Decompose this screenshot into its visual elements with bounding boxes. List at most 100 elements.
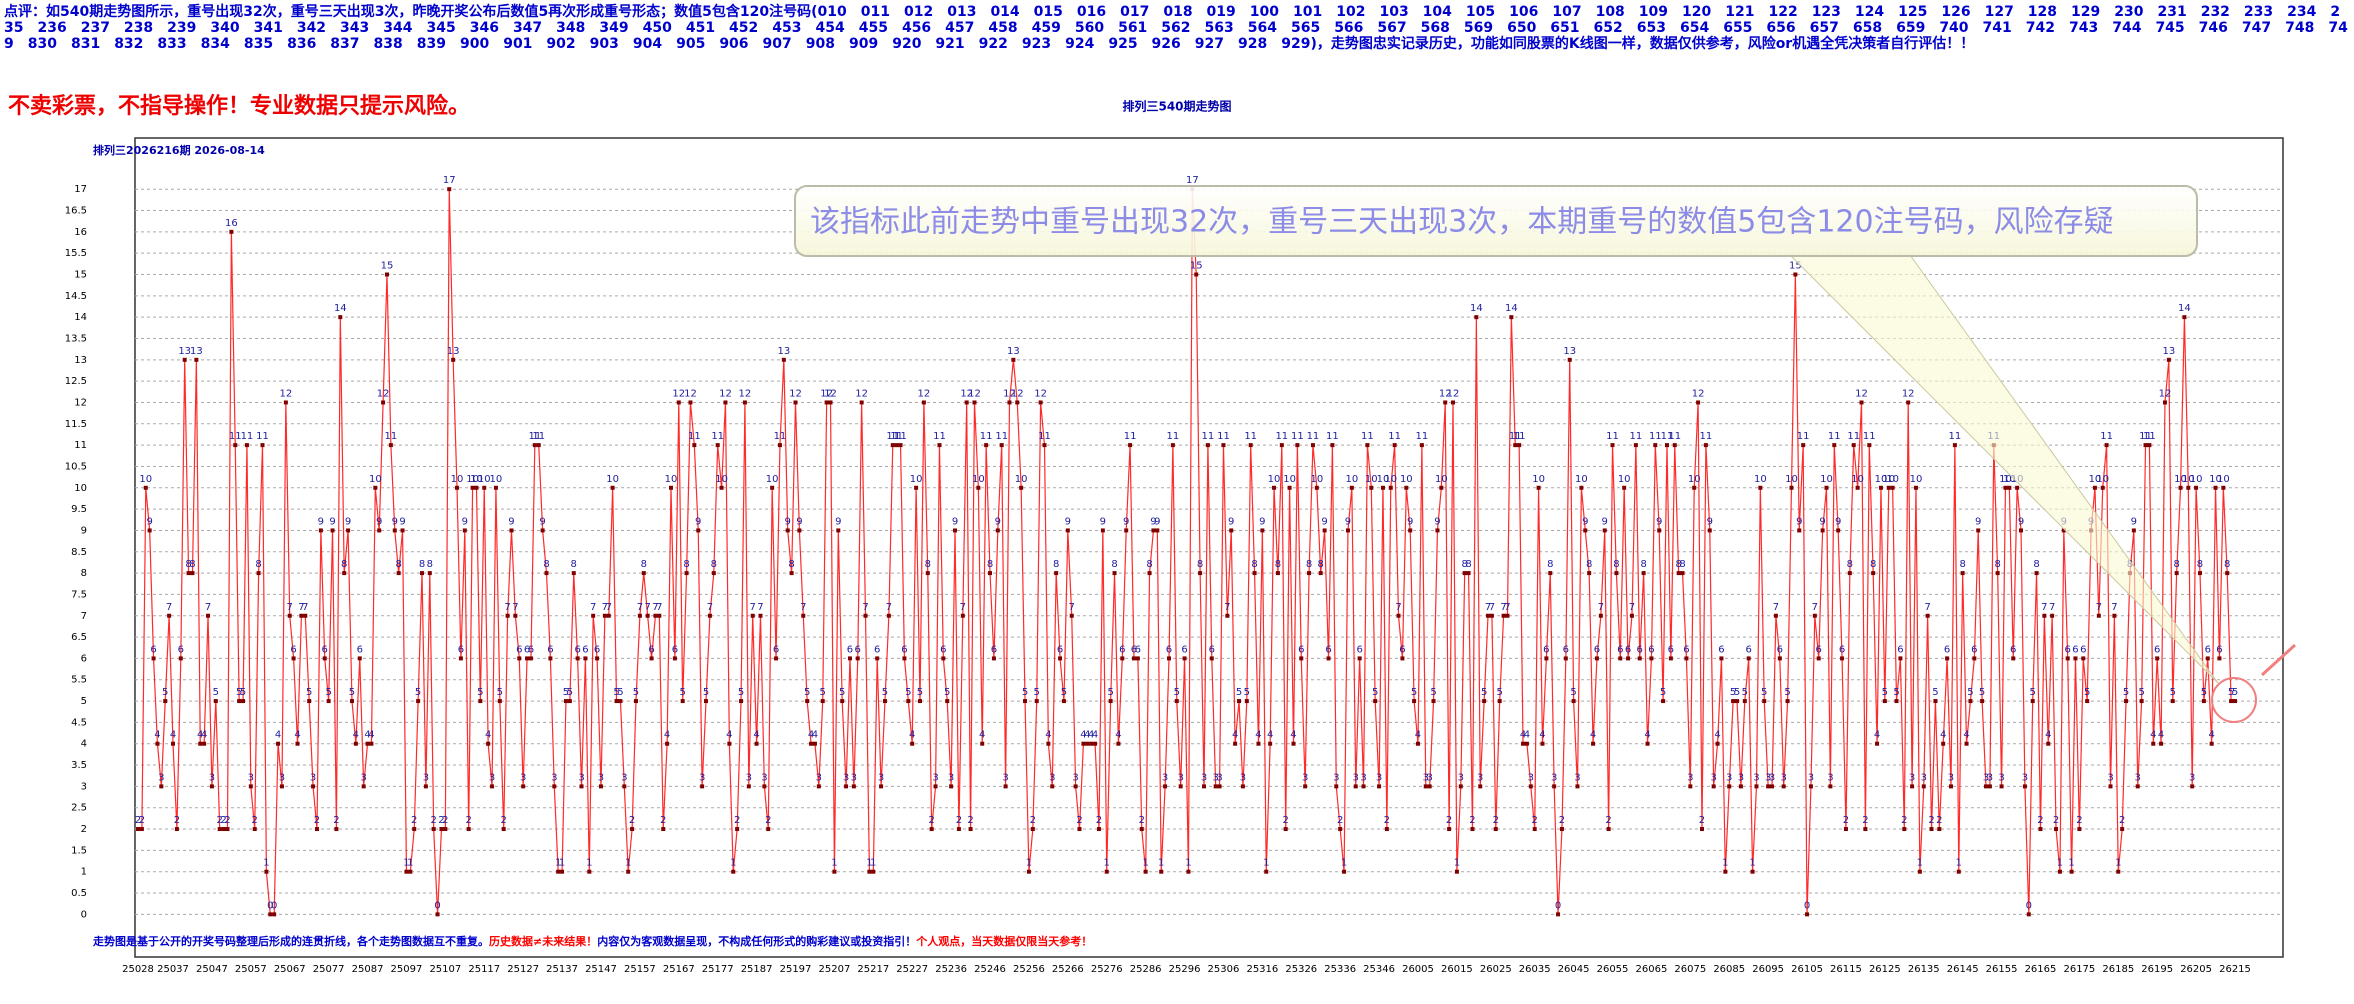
data-point [1120, 656, 1125, 661]
data-point [408, 869, 413, 874]
data-point [1139, 827, 1144, 832]
data-label: 4 [368, 730, 374, 741]
data-label: 5 [497, 687, 503, 698]
data-point [1575, 784, 1580, 789]
data-label: 14 [1505, 303, 1518, 314]
data-point [2178, 485, 2183, 490]
y-tick-label: 12.5 [65, 376, 87, 387]
data-label: 6 [940, 644, 946, 655]
data-label: 10 [1365, 474, 1378, 485]
data-point [1754, 784, 1759, 789]
data-label: 10 [451, 474, 464, 485]
data-label: 6 [1543, 644, 1549, 655]
data-point [2151, 741, 2156, 746]
data-point [353, 741, 358, 746]
data-label: 2 [174, 815, 180, 826]
data-label: 5 [1882, 687, 1888, 698]
data-label: 10 [1999, 474, 2012, 485]
data-label: 7 [886, 602, 892, 613]
data-label: 4 [353, 730, 359, 741]
data-label: 10 [369, 474, 382, 485]
data-point [1528, 784, 1533, 789]
data-label: 6 [1617, 644, 1623, 655]
data-point [991, 656, 996, 661]
data-label: 6 [1944, 644, 1950, 655]
data-point [840, 699, 845, 704]
data-point [2050, 613, 2055, 618]
data-point [229, 229, 234, 234]
data-label: 6 [1745, 644, 1751, 655]
data-point [739, 699, 744, 704]
callout-text: 该指标此前走势中重号出现32次，重号三天出现3次，本期重号的数值5包含120注号… [810, 205, 2114, 240]
data-label: 6 [290, 644, 296, 655]
data-label: 4 [201, 730, 207, 741]
x-tick-label: 25246 [974, 964, 1006, 975]
data-point [1248, 443, 1253, 448]
data-point [171, 741, 176, 746]
data-point [2011, 656, 2016, 661]
data-point [256, 571, 261, 576]
data-point [844, 784, 849, 789]
data-point [1606, 827, 1611, 832]
data-label: 9 [2131, 516, 2137, 527]
data-label: 11 [886, 431, 899, 442]
data-point [1104, 869, 1109, 874]
data-label: 8 [1306, 559, 1312, 570]
data-label: 1 [403, 858, 409, 869]
data-label: 3 [2022, 772, 2028, 783]
data-label: 10 [1820, 474, 1833, 485]
y-tick-label: 6 [81, 653, 87, 664]
data-label: 2 [501, 815, 507, 826]
data-label: 12 [1439, 388, 1452, 399]
data-label: 1 [730, 858, 736, 869]
x-tick-label: 26095 [1752, 964, 1784, 975]
data-label: 7 [2049, 602, 2055, 613]
data-point [1065, 528, 1070, 533]
x-tick-label: 25047 [196, 964, 228, 975]
data-label: 6 [991, 644, 997, 655]
data-point [657, 613, 662, 618]
data-label: 1 [2068, 858, 2074, 869]
data-point [1770, 784, 1775, 789]
data-label: 12 [377, 388, 390, 399]
data-point [980, 741, 985, 746]
data-label: 6 [2216, 644, 2222, 655]
data-label: 4 [1080, 730, 1086, 741]
data-label: 11 [1797, 431, 1810, 442]
data-point [871, 869, 876, 874]
data-point [758, 613, 763, 618]
data-label: 3 [746, 772, 752, 783]
data-point [1882, 699, 1887, 704]
data-point [1314, 485, 1319, 490]
data-label: 3 [1753, 772, 1759, 783]
data-point [2096, 613, 2101, 618]
data-point [139, 827, 144, 832]
data-label: 10 [715, 474, 728, 485]
data-point [268, 912, 273, 917]
data-label: 5 [477, 687, 483, 698]
x-tick-label: 25286 [1130, 964, 1162, 975]
x-tick-label: 25028 [122, 964, 154, 975]
data-point [676, 400, 681, 405]
data-point [2124, 699, 2129, 704]
y-tick-label: 0.5 [71, 888, 87, 899]
data-point [365, 741, 370, 746]
x-tick-label: 26215 [2219, 964, 2251, 975]
data-label: 9 [146, 516, 152, 527]
data-point [906, 699, 911, 704]
data-point [1023, 699, 1028, 704]
data-point [1030, 827, 1035, 832]
data-point [875, 656, 880, 661]
data-point [777, 443, 782, 448]
data-point [630, 827, 635, 832]
data-point [1240, 784, 1245, 789]
data-point [754, 741, 759, 746]
data-label: 10 [910, 474, 923, 485]
data-label: 8 [341, 559, 347, 570]
data-point [373, 485, 378, 490]
data-label: 5 [325, 687, 331, 698]
x-tick-label: 25057 [235, 964, 267, 975]
data-label: 7 [757, 602, 763, 613]
data-label: 2 [217, 815, 223, 826]
data-point [1731, 699, 1736, 704]
